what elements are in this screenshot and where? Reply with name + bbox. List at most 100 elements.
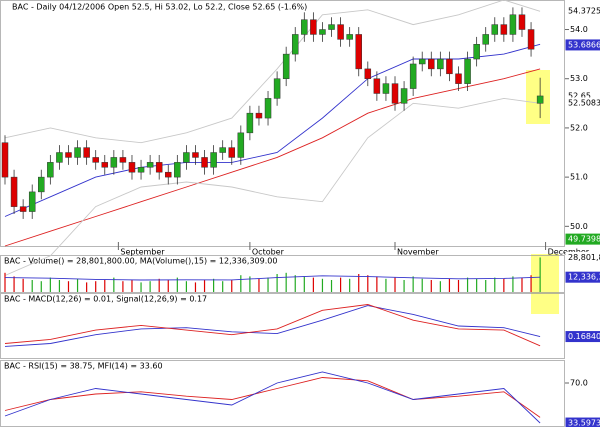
candle-body xyxy=(446,58,453,75)
candle-body xyxy=(19,206,27,212)
candle-body xyxy=(255,112,263,119)
x-tick-label: September xyxy=(120,248,165,257)
y-tick-label: 52.0 xyxy=(570,123,588,132)
candle-body xyxy=(65,152,72,158)
macd-frame xyxy=(0,293,565,359)
candle-body xyxy=(464,58,471,84)
candle-body xyxy=(110,157,118,168)
candle-body xyxy=(101,162,109,168)
candle-body xyxy=(428,58,435,70)
value-tag xyxy=(565,331,600,343)
value-tag-label: 53.6866 xyxy=(568,40,600,49)
candle-body xyxy=(346,34,353,40)
candle-body xyxy=(192,152,199,158)
candle-body xyxy=(310,19,317,35)
value-tag xyxy=(565,39,600,51)
rsi-line xyxy=(4,371,541,424)
indicator-line xyxy=(4,43,541,217)
candle-body xyxy=(174,162,181,178)
candle-body xyxy=(455,73,462,84)
candle-body xyxy=(536,95,544,104)
candle-body xyxy=(128,162,136,173)
value-tag xyxy=(565,251,600,263)
candle-body xyxy=(83,147,90,158)
candle-body xyxy=(400,88,408,104)
volume-ma-line xyxy=(4,275,541,281)
candle-body xyxy=(119,157,127,163)
candle-body xyxy=(301,19,308,35)
value-tag xyxy=(565,271,600,283)
candle-body xyxy=(373,78,381,94)
candle-body xyxy=(146,162,154,168)
highlight xyxy=(531,254,559,314)
x-tick-label: November xyxy=(397,248,439,257)
candle-body xyxy=(491,24,499,35)
candle-body xyxy=(38,176,45,193)
macd-line xyxy=(4,305,541,347)
candle-body xyxy=(527,29,535,50)
value-tag-label: 12,336,309 xyxy=(568,273,600,282)
candle-body xyxy=(364,68,372,79)
candle-body xyxy=(282,53,290,79)
value-tag-label: 49.7398 xyxy=(568,235,600,244)
candle-body xyxy=(28,191,36,212)
candle-body xyxy=(165,171,172,178)
y-tick-label: 51.0 xyxy=(570,173,588,182)
candle-body xyxy=(473,44,480,60)
value-tag-label: 0.168402 xyxy=(568,332,600,341)
chart-title: BAC - Daily 04/12/2006 Open 52.5, Hi 53.… xyxy=(12,3,307,12)
value-tag xyxy=(565,5,600,17)
candle-body xyxy=(291,34,299,55)
candle-body xyxy=(201,157,208,168)
indicator-line xyxy=(4,0,541,144)
value-tag-label: 33.5973 xyxy=(568,419,600,427)
candle-body xyxy=(328,24,335,30)
candle-body xyxy=(246,112,254,134)
candle-body xyxy=(337,24,344,40)
candle-body xyxy=(219,147,226,153)
candle-body xyxy=(418,58,426,65)
candle-body xyxy=(500,24,508,35)
candle-body xyxy=(437,58,444,70)
value-tag-label: 54.3725 xyxy=(568,7,600,16)
candle-body xyxy=(210,152,217,168)
rsi-line xyxy=(4,377,541,418)
x-tick-label: October xyxy=(252,248,285,257)
y-tick-label: 54.0 xyxy=(570,25,588,34)
macd-title: BAC - MACD(12,26) = 0.01, Signal(12,26,9… xyxy=(4,295,207,304)
indicator-line xyxy=(4,97,541,276)
volume-frame xyxy=(0,255,565,293)
candle-body xyxy=(409,63,417,89)
candle-body xyxy=(482,34,489,45)
value-tag-label: 28,801,800 xyxy=(568,253,600,262)
candle-body xyxy=(518,14,526,30)
candle-body xyxy=(74,147,81,158)
candle-body xyxy=(509,14,517,35)
candle-body xyxy=(391,83,399,104)
macd-line xyxy=(4,304,541,347)
candle-body xyxy=(155,162,163,173)
candle-body xyxy=(183,152,190,163)
y-tick-label: 50.0 xyxy=(570,222,588,231)
candle-body xyxy=(56,152,63,163)
value-tag xyxy=(565,233,600,245)
candle-body xyxy=(355,34,362,70)
value-tag xyxy=(565,97,600,109)
candle-body xyxy=(228,147,235,158)
candle-body xyxy=(47,162,54,178)
y-tick-label: 53.0 xyxy=(570,74,588,83)
price-frame xyxy=(0,0,565,247)
candle-body xyxy=(273,78,281,99)
volume-title: BAC - Volume() = 28,801,800.00, MA(Volum… xyxy=(4,257,277,266)
value-tag-label: 52.5083 xyxy=(568,98,600,107)
candle-body xyxy=(237,132,245,158)
value-tag-label: 52.65 xyxy=(568,91,591,100)
candle-body xyxy=(382,83,390,94)
candle-body xyxy=(1,142,9,178)
candle-body xyxy=(264,98,272,119)
y-tick-label: 70.0 xyxy=(570,379,588,388)
candle-body xyxy=(319,29,326,35)
value-tag xyxy=(565,417,600,427)
